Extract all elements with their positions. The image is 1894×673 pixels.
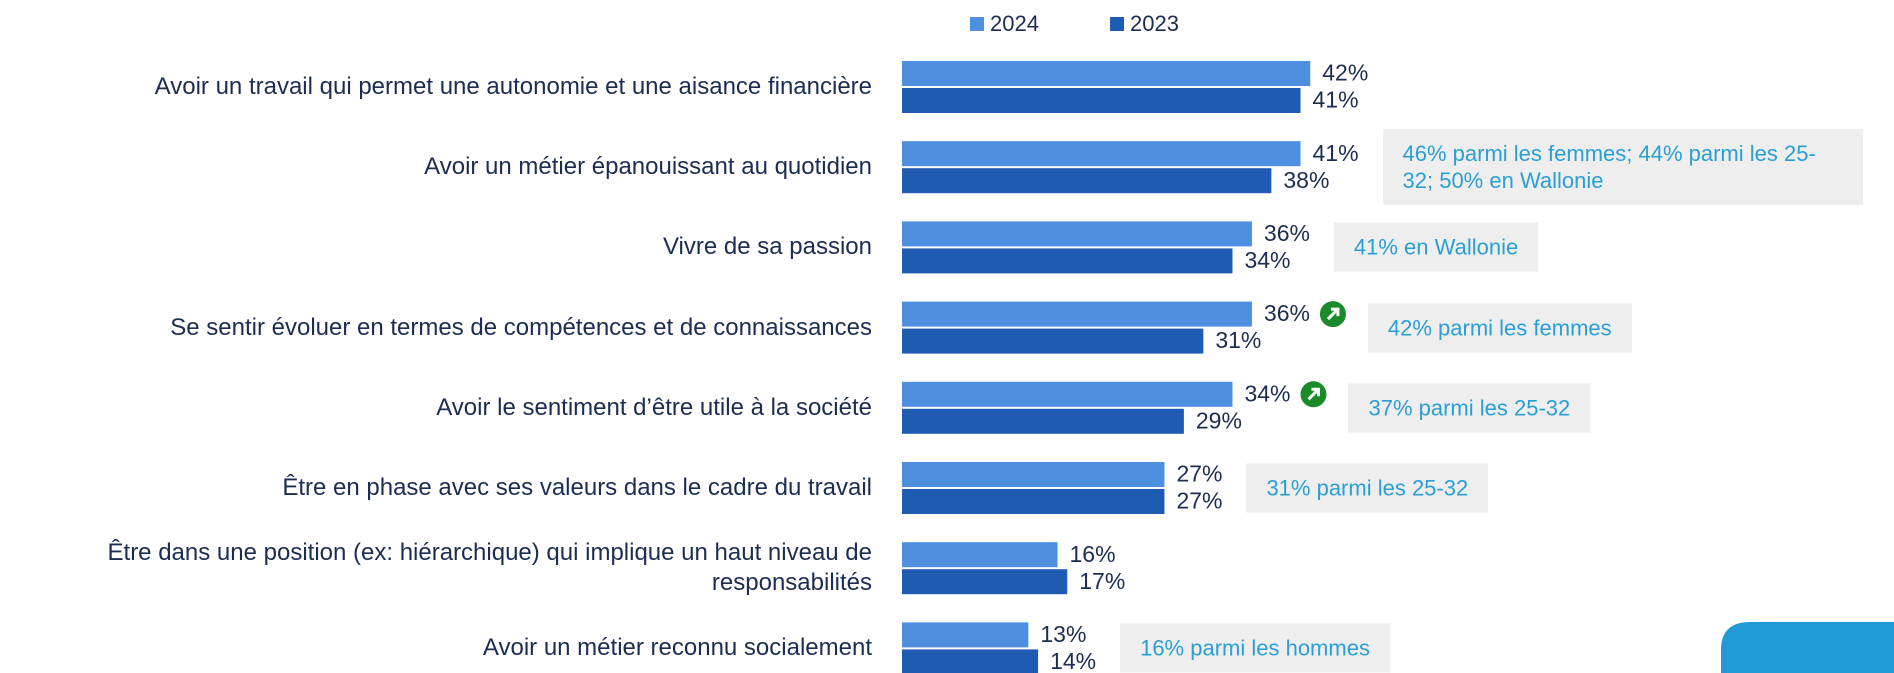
- legend-label: 2023: [1130, 11, 1179, 36]
- value-label: 31%: [1215, 327, 1261, 353]
- value-label: 36%: [1264, 300, 1310, 326]
- value-label: 27%: [1176, 461, 1222, 487]
- bar: [902, 649, 1039, 673]
- category-label: Vivre de sa passion: [662, 233, 872, 261]
- bar: [902, 381, 1233, 407]
- legend-swatch: [1110, 17, 1124, 31]
- value-label: 41%: [1313, 87, 1359, 113]
- legend-label: 2024: [990, 11, 1039, 36]
- bar: [902, 542, 1058, 568]
- bar: [902, 408, 1184, 434]
- category-label: Se sentir évoluer en termes de compétenc…: [170, 313, 872, 341]
- increase-arrow: [1326, 307, 1340, 321]
- bar: [902, 61, 1311, 86]
- bar: [902, 569, 1068, 595]
- annotation: 42% parmi les femmes: [1367, 303, 1632, 353]
- category-label: Avoir un travail qui permet une autonomi…: [154, 73, 872, 100]
- bar: [902, 462, 1165, 487]
- bar: [902, 221, 1252, 247]
- annotation: 37% parmi les 25-32: [1348, 383, 1591, 433]
- bar: [902, 168, 1272, 194]
- value-label: 13%: [1040, 621, 1086, 647]
- value-label: 17%: [1079, 568, 1125, 594]
- category-label: Avoir un métier épanouissant au quotidie…: [424, 153, 872, 181]
- value-label: 29%: [1196, 407, 1242, 433]
- category-label: Avoir un métier reconnu socialement: [482, 634, 872, 662]
- category-label: Être en phase avec ses valeurs dans le c…: [282, 474, 872, 501]
- value-label: 34%: [1244, 247, 1290, 273]
- category-label: Avoir le sentiment d’être utile à la soc…: [436, 393, 872, 421]
- bar: [902, 489, 1165, 514]
- value-label: 36%: [1264, 220, 1310, 246]
- bar: [902, 301, 1252, 327]
- value-label: 16%: [1070, 541, 1116, 567]
- bar: [902, 141, 1301, 167]
- value-label: 27%: [1176, 488, 1222, 514]
- value-label: 14%: [1050, 648, 1096, 673]
- bar: [902, 248, 1233, 274]
- annotation: 41% en Wallonie: [1333, 222, 1539, 272]
- value-label: 41%: [1313, 140, 1359, 166]
- legend-swatch: [970, 17, 984, 31]
- value-label: 38%: [1283, 167, 1329, 193]
- value-label: 34%: [1244, 380, 1290, 406]
- value-label: 42%: [1322, 60, 1368, 86]
- annotation: 31% parmi les 25-32: [1246, 463, 1489, 513]
- increase-arrow: [1307, 387, 1320, 401]
- logo-shape: [1721, 622, 1894, 673]
- bar: [902, 328, 1204, 354]
- bar: [902, 622, 1029, 648]
- bar: [902, 88, 1301, 113]
- annotation: 46% parmi les femmes; 44% parmi les 25-3…: [1382, 129, 1863, 206]
- category-label: Être dans une position (ex: hiérarchique…: [107, 539, 872, 597]
- annotation: 16% parmi les hommes: [1120, 623, 1390, 673]
